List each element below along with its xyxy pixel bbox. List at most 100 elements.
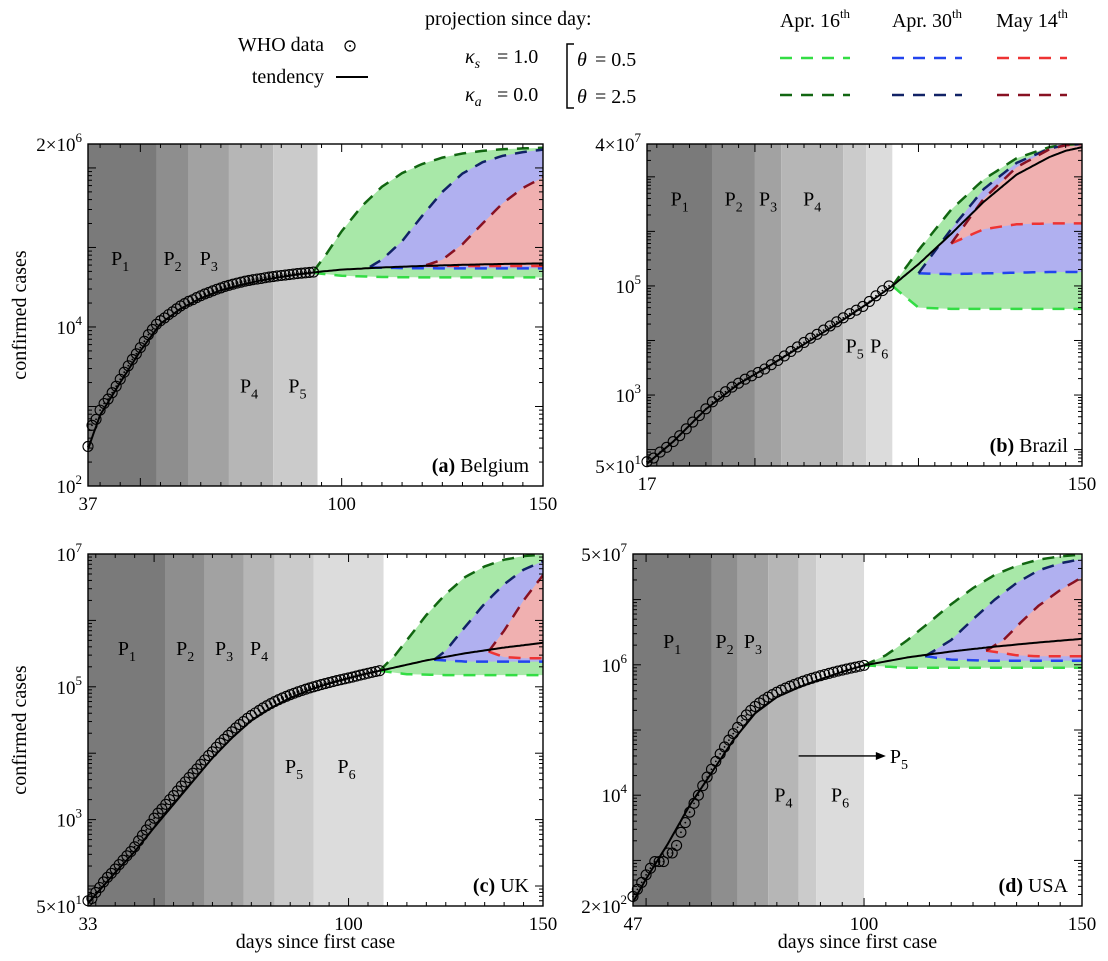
p5-arrow-label-sub: 5	[901, 758, 908, 773]
x-tick-label: 37	[79, 494, 98, 515]
who-point-center	[770, 363, 773, 366]
panel-caption-letter: (a)	[432, 455, 455, 477]
who-point-center	[149, 823, 152, 826]
who-point	[214, 737, 226, 749]
x-tick-label: 150	[1068, 914, 1097, 935]
who-point	[733, 377, 745, 389]
who-point-center	[662, 860, 665, 863]
who-point	[370, 665, 382, 678]
who-point-center	[685, 427, 688, 430]
who-point-center	[776, 359, 779, 362]
phase-label-sub: 3	[770, 200, 777, 215]
who-point	[106, 387, 118, 399]
phase-label-sub: 4	[785, 797, 792, 812]
legend-bracket	[566, 43, 574, 109]
who-point-center	[127, 364, 130, 367]
tendency-line	[647, 146, 1082, 465]
who-point	[335, 674, 347, 686]
legend-date-sup-1: th	[952, 6, 963, 21]
who-point	[218, 733, 230, 745]
projection-lines	[863, 554, 1082, 670]
who-point	[844, 308, 856, 320]
y-tick-label: 106	[602, 651, 628, 677]
who-point-center	[137, 839, 140, 842]
who-point	[295, 267, 307, 279]
who-point-center	[693, 802, 695, 805]
phase-label-sub: 4	[814, 200, 821, 215]
projection-line-theta25-1	[924, 557, 1082, 658]
phase-band-p6	[866, 144, 893, 466]
y-tick-exp: 7	[76, 540, 83, 555]
who-point	[331, 675, 343, 687]
who-point-center	[718, 395, 720, 398]
phase-label-sub: 1	[682, 200, 689, 215]
phase-label-sub: 2	[187, 650, 194, 665]
projection-bands	[379, 554, 543, 676]
phase-band-p3	[204, 554, 244, 906]
phase-label-sub: 4	[251, 387, 258, 402]
who-point-center	[143, 340, 146, 343]
who-point-center	[861, 305, 864, 308]
who-point	[362, 667, 374, 679]
phase-label-sub: 3	[755, 643, 762, 658]
who-point-center	[723, 746, 726, 748]
projection-lines	[378, 554, 543, 677]
who-point-center	[835, 320, 838, 323]
who-point	[679, 817, 691, 829]
phase-label-sub: 1	[674, 643, 681, 658]
who-point	[323, 676, 335, 689]
who-point	[657, 856, 670, 868]
who-point	[343, 672, 355, 684]
panel-caption: (c) UK	[473, 875, 530, 897]
y-tick-exp: 2	[621, 892, 628, 907]
legend-date-0: Apr. 16th	[780, 6, 851, 32]
who-point	[674, 430, 686, 442]
projection-band-2	[488, 575, 543, 659]
who-point	[752, 366, 764, 378]
who-point	[138, 335, 150, 347]
who-point-center	[706, 776, 709, 778]
phase-band-p3	[754, 144, 782, 466]
who-point	[687, 416, 699, 428]
who-point	[164, 794, 176, 806]
plot-frame	[87, 553, 544, 907]
projection-line-theta05-2	[950, 222, 1082, 245]
who-point-center	[868, 300, 871, 303]
who-point	[837, 312, 849, 324]
who-point	[693, 410, 705, 422]
who-point	[804, 332, 817, 344]
y-tick-label: 105	[57, 673, 83, 699]
phase-bands	[647, 144, 893, 466]
legend-kappa-s-symbol: κs	[465, 46, 481, 72]
panel-caption: (b) Brazil	[990, 435, 1069, 457]
who-point	[692, 789, 704, 801]
legend-theta2-symbol: θ	[577, 86, 587, 108]
who-point-center	[732, 732, 735, 735]
phase-label-sub: 2	[736, 200, 743, 215]
y-tick-exp: 3	[76, 806, 83, 821]
y-axis-label: confirmed cases	[9, 250, 31, 380]
who-point	[210, 741, 222, 753]
x-tick-label: 150	[529, 494, 558, 515]
who-point-center	[855, 309, 858, 312]
who-point	[832, 665, 844, 677]
projection-line-theta05-1	[434, 658, 543, 663]
who-point-center	[678, 434, 681, 437]
who-point-center	[731, 386, 733, 388]
x-tick-label: 150	[1068, 474, 1097, 495]
phase-band-p5	[798, 554, 817, 906]
who-point-center	[153, 817, 156, 820]
y-tick-exp: 6	[621, 651, 628, 666]
legend-lines	[780, 56, 1067, 97]
who-point-center	[763, 368, 766, 370]
who-point-center	[701, 784, 704, 787]
phase-bands	[88, 144, 318, 486]
who-point-center	[659, 451, 661, 453]
y-tick-label: 103	[616, 381, 642, 407]
who-point	[130, 348, 142, 360]
who-point	[667, 436, 679, 448]
projection-band-2	[951, 144, 1082, 244]
who-point	[152, 807, 164, 819]
x-tick-label: 100	[327, 494, 356, 515]
phase-label-sub: 2	[175, 260, 182, 275]
